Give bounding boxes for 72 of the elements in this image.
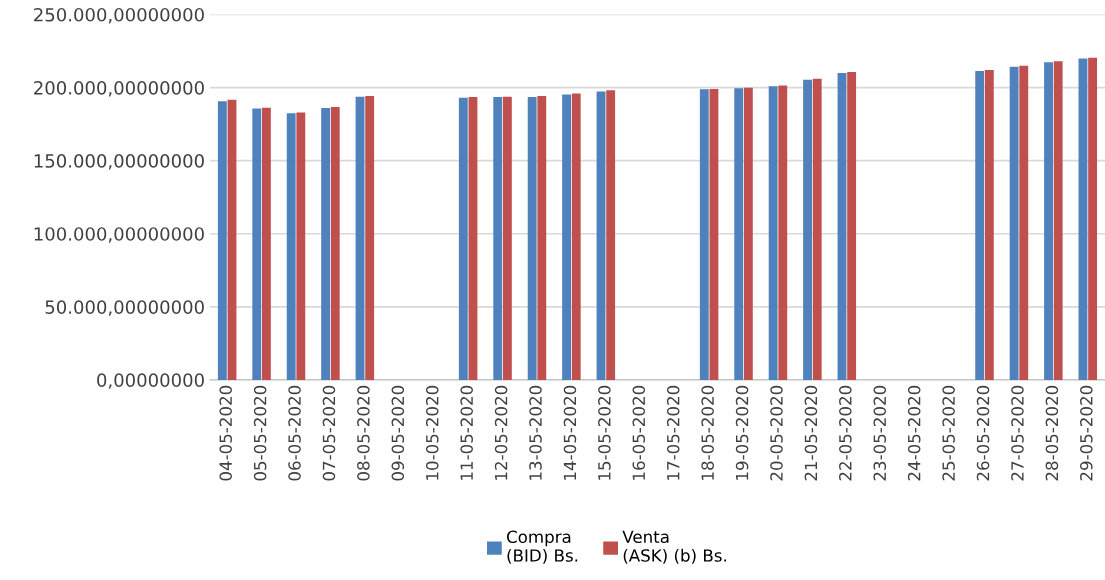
x-tick-label: 18-05-2020 xyxy=(701,385,714,480)
x-tick-label: 08-05-2020 xyxy=(357,385,370,481)
x-tick-label: 07-05-2020 xyxy=(322,385,336,481)
bar xyxy=(252,108,262,380)
bar xyxy=(458,97,468,380)
bar xyxy=(1009,66,1019,380)
x-tick-label: 27-05-2020 xyxy=(1011,385,1024,481)
bar xyxy=(493,97,503,380)
x-tick-label: 23-05-2020 xyxy=(873,385,887,481)
bar xyxy=(768,86,778,380)
bar xyxy=(837,72,847,380)
x-tick-label: 04-05-2020 xyxy=(219,385,232,481)
y-tick-label: 0,00000000 xyxy=(97,373,204,389)
x-tick-label: 14-05-2020 xyxy=(563,385,577,480)
x-tick-label: 22-05-2020 xyxy=(839,385,852,481)
x-tick-label: 17-05-2020 xyxy=(666,385,680,480)
bar xyxy=(1044,62,1053,380)
bar xyxy=(812,78,822,380)
bar xyxy=(571,93,581,380)
legend-label: Venta (ASK) (b) Bs. xyxy=(622,530,726,564)
y-tick-label: 50.000,00000000 xyxy=(45,300,204,316)
bar xyxy=(975,70,985,380)
x-tick-label: 24-05-2020 xyxy=(907,385,921,481)
bar xyxy=(709,88,719,380)
x-tick-label: 25-05-2020 xyxy=(942,385,955,481)
x-tick-label: 26-05-2020 xyxy=(976,385,990,481)
bar xyxy=(330,107,340,380)
x-tick-label: 11-05-2020 xyxy=(460,385,473,480)
bar xyxy=(286,113,296,380)
x-tick-label: 09-05-2020 xyxy=(391,385,405,481)
y-tick-label: 250.000,00000000 xyxy=(34,7,204,24)
x-tick-label: 21-05-2020 xyxy=(804,385,818,481)
bar xyxy=(502,96,512,380)
x-tick-label: 15-05-2020 xyxy=(598,385,611,480)
y-tick-label: 150.000,00000000 xyxy=(34,154,204,170)
y-tick-label: 100.000,00000000 xyxy=(34,227,204,243)
x-tick-label: 06-05-2020 xyxy=(288,385,301,481)
x-tick-label: 28-05-2020 xyxy=(1045,385,1059,481)
bar xyxy=(699,89,709,380)
bar xyxy=(296,112,306,380)
bar xyxy=(803,79,812,380)
y-tick-label: 200.000,00000000 xyxy=(34,81,204,97)
bar xyxy=(743,87,753,380)
bar xyxy=(847,71,857,380)
bar xyxy=(227,99,237,380)
bar xyxy=(365,96,375,380)
x-tick-label: 19-05-2020 xyxy=(735,385,749,480)
bar xyxy=(321,108,331,380)
bar xyxy=(1019,65,1029,380)
bar xyxy=(261,107,271,380)
bar xyxy=(468,97,478,380)
x-tick-label: 13-05-2020 xyxy=(529,385,542,480)
bar xyxy=(606,90,616,380)
bar xyxy=(778,85,788,380)
bar xyxy=(527,97,537,380)
x-tick-label: 20-05-2020 xyxy=(770,385,783,481)
bar xyxy=(984,69,994,380)
bar xyxy=(217,101,227,380)
x-tick-label: 29-05-2020 xyxy=(1080,385,1093,481)
bar xyxy=(1088,57,1098,380)
x-tick-label: 16-05-2020 xyxy=(632,385,646,480)
bar xyxy=(562,94,572,380)
bar xyxy=(1078,58,1088,380)
x-tick-label: 05-05-2020 xyxy=(253,385,267,481)
bar xyxy=(734,88,744,380)
bar xyxy=(596,91,606,380)
bar xyxy=(537,96,547,380)
bar xyxy=(1053,61,1063,380)
bar xyxy=(355,96,365,380)
legend-label: Compra (BID) Bs. xyxy=(506,530,578,564)
x-tick-label: 12-05-2020 xyxy=(494,385,508,480)
x-tick-label: 10-05-2020 xyxy=(425,385,439,480)
